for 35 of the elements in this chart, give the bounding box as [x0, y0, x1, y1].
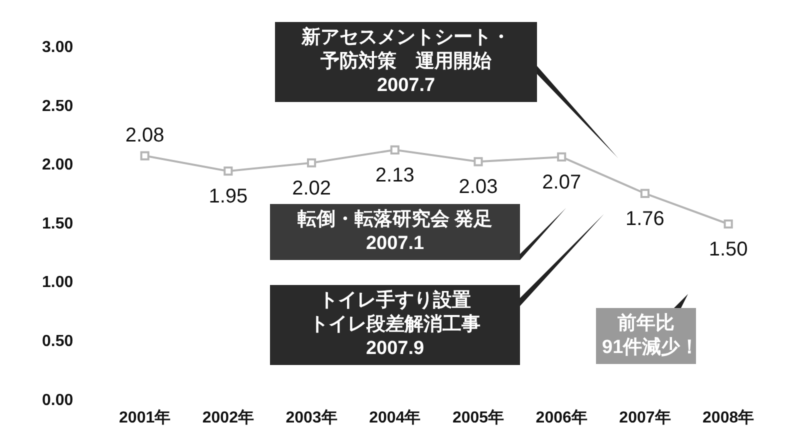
x-tick-label: 2004年 — [369, 408, 421, 426]
y-tick-label: 1.50 — [42, 215, 74, 232]
x-tick-label: 2003年 — [286, 408, 338, 426]
x-tick-label: 2001年 — [119, 408, 171, 426]
note-box: トイレ手すり設置トイレ段差解消工事 2007.9 — [270, 285, 520, 365]
y-tick-label: 0.50 — [42, 333, 74, 350]
y-tick-label: 3.00 — [42, 39, 74, 56]
point — [724, 219, 733, 229]
point — [557, 152, 566, 162]
point — [640, 188, 650, 198]
text: 1.50 — [708, 238, 748, 261]
point — [307, 158, 316, 168]
text: 2.02 — [292, 177, 332, 200]
point — [140, 151, 150, 160]
note-box: 前年比91件減少！ — [596, 308, 696, 364]
note-box: 転倒・転落研究会 発足 2007.1 — [270, 204, 520, 260]
note-box: 新アセスメントシート・予防対策 運用開始 2007.7 — [275, 22, 537, 102]
text: 1.76 — [625, 208, 664, 230]
y-tick-label: 0.00 — [42, 392, 74, 409]
text: 2.13 — [375, 164, 414, 186]
point — [390, 145, 400, 154]
x-tick-label: 2007年 — [619, 408, 671, 426]
text: 2.08 — [125, 124, 164, 146]
x-tick-label: 2005年 — [452, 408, 504, 426]
x-tick-label: 2008年 — [702, 408, 754, 426]
text: 2.03 — [458, 176, 498, 198]
point — [474, 157, 483, 166]
text: 1.95 — [208, 186, 248, 208]
point — [224, 166, 233, 176]
y-tick-label: 2.50 — [42, 98, 74, 115]
y-tick-label: 2.00 — [42, 156, 74, 174]
text: 2.07 — [542, 171, 582, 194]
x-tick-label: 2002年 — [202, 408, 254, 426]
x-tick-label: 2006年 — [536, 408, 588, 426]
y-tick-label: 1.00 — [42, 274, 74, 292]
